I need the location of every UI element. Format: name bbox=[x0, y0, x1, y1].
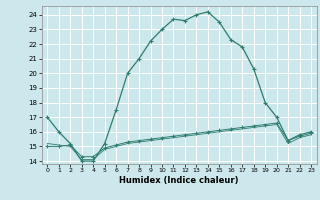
X-axis label: Humidex (Indice chaleur): Humidex (Indice chaleur) bbox=[119, 176, 239, 185]
